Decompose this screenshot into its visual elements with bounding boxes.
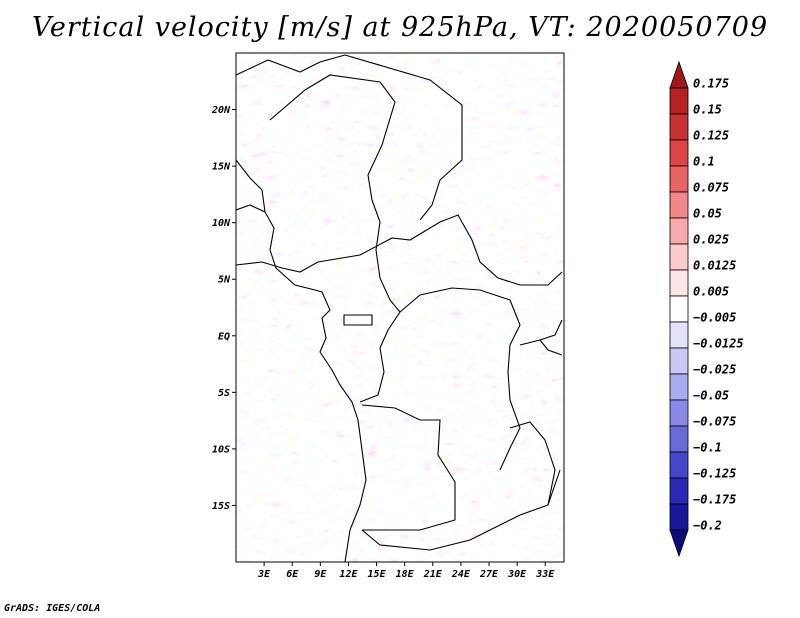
colorbar-swatch (669, 191, 689, 219)
lon-tick-label: 3E (257, 569, 271, 580)
colorbar-swatch (669, 87, 689, 115)
lat-tick-label: 15N (212, 162, 231, 173)
lon-tick-label: 12E (339, 569, 358, 580)
colorbar-swatch (669, 113, 689, 141)
colorbar-label: −0.025 (693, 363, 736, 377)
longitude-axis: 3E 6E 9E 12E 15E 18E 21E 24E 27E 30E 33E (257, 562, 555, 580)
lon-tick-label: 33E (535, 569, 555, 580)
colorbar-label: −0.075 (693, 415, 736, 429)
colorbar-label: 0.05 (693, 207, 722, 221)
colorbar-swatch (669, 503, 689, 531)
lon-tick-label: 15E (368, 569, 387, 580)
colorbar-swatch (669, 165, 689, 193)
country-borders (236, 54, 563, 562)
lon-tick-label: 21E (423, 569, 443, 580)
lat-tick-label: 5S (218, 388, 230, 399)
colorbar-legend: 0.175 0.15 0.125 0.1 0.075 0.05 0.025 0.0125 0.0… (669, 60, 744, 558)
colorbar-label: 0.1 (693, 155, 715, 169)
colorbar-label: −0.0125 (693, 337, 744, 351)
lat-tick-label: 15S (212, 501, 230, 512)
colorbar-swatch (669, 217, 689, 245)
vertical-velocity-field (236, 53, 564, 562)
colorbar-label: 0.025 (693, 233, 729, 247)
colorbar-swatch (669, 347, 689, 375)
colorbar-label: 0.175 (693, 77, 729, 91)
colorbar-label: 0.125 (693, 129, 729, 143)
colorbar-label: −0.125 (693, 467, 736, 481)
colorbar-swatch (669, 425, 689, 453)
lon-tick-label: 24E (451, 569, 471, 580)
colorbar-label: −0.1 (693, 441, 722, 455)
lat-tick-label: EQ (218, 331, 230, 342)
lon-tick-label: 27E (479, 569, 499, 580)
colorbar-label: 0.075 (693, 181, 729, 195)
chart-title: Vertical velocity [m/s] at 925hPa, VT: 2… (31, 12, 769, 43)
lon-tick-label: 30E (507, 569, 527, 580)
colorbar-label: −0.2 (693, 519, 722, 533)
lat-tick-label: 10N (212, 218, 231, 229)
lat-tick-label: 5N (218, 275, 231, 286)
colorbar-swatch (669, 243, 689, 271)
lon-tick-label: 6E (286, 569, 299, 580)
colorbar-swatch (669, 373, 689, 401)
lon-tick-label: 9E (314, 569, 327, 580)
latitude-axis: 20N 15N 10N 5N EQ 5S 10S 15S (211, 105, 236, 512)
colorbar-label: 0.15 (693, 103, 722, 117)
colorbar-label: 0.005 (693, 285, 729, 299)
colorbar-top-arrow (669, 60, 689, 89)
colorbar-swatch (669, 451, 689, 479)
colorbar-swatch (669, 399, 689, 427)
colorbar-swatch (669, 321, 689, 349)
lat-tick-label: 10S (212, 444, 230, 455)
colorbar-label: −0.175 (693, 493, 736, 507)
colorbar-swatch (669, 139, 689, 167)
lon-tick-label: 18E (396, 569, 415, 580)
colorbar-swatch (669, 269, 689, 297)
lat-tick-label: 20N (211, 105, 231, 116)
colorbar-label: −0.005 (693, 311, 736, 325)
grads-credit: GrADS: IGES/COLA (4, 603, 101, 614)
colorbar-swatch (669, 295, 689, 323)
colorbar-label: 0.0125 (693, 259, 736, 273)
colorbar-label: −0.05 (693, 389, 729, 403)
map-frame (235, 52, 565, 563)
colorbar-swatch (669, 477, 689, 505)
colorbar-bottom-arrow (669, 529, 689, 558)
